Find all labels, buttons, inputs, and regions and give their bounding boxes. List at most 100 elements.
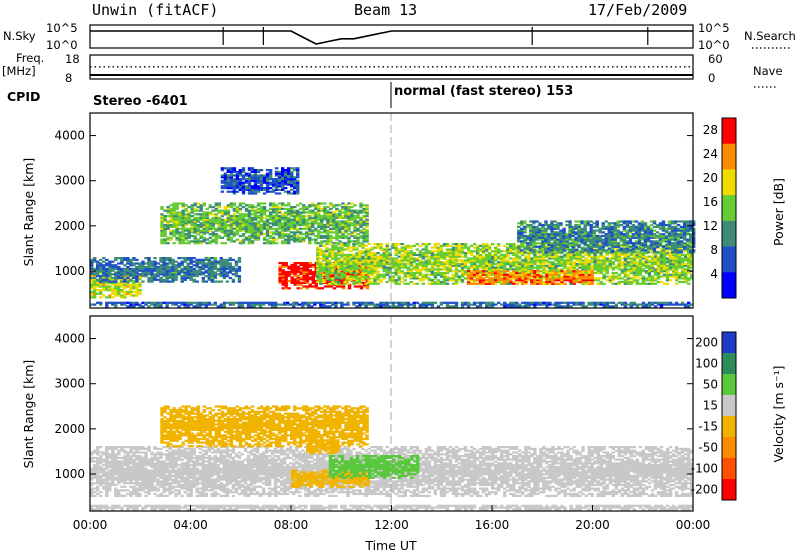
cell <box>250 209 255 212</box>
cell <box>442 280 447 284</box>
cell <box>617 262 621 266</box>
cell <box>635 275 640 278</box>
cell <box>290 263 294 266</box>
cell <box>382 301 386 304</box>
cell <box>409 252 413 255</box>
cell <box>491 303 495 306</box>
cell <box>204 305 208 308</box>
cell <box>316 259 320 262</box>
cell <box>478 261 483 264</box>
cell <box>659 264 664 267</box>
cell <box>156 262 160 265</box>
cell <box>90 303 94 306</box>
cell <box>296 216 300 219</box>
cell <box>228 276 233 280</box>
cell <box>207 278 211 281</box>
cell <box>632 271 637 275</box>
cell <box>454 255 459 258</box>
cell <box>323 285 328 288</box>
cell <box>337 257 341 260</box>
cell <box>433 262 438 266</box>
cell <box>539 266 543 269</box>
cell <box>256 224 261 227</box>
cell <box>494 246 498 249</box>
cell <box>147 267 151 270</box>
cell <box>314 234 318 238</box>
cell <box>311 204 315 207</box>
cell <box>290 222 294 225</box>
cell <box>213 275 217 278</box>
cell <box>433 271 438 275</box>
cell <box>584 264 588 267</box>
cell <box>208 220 212 223</box>
cell <box>253 233 258 236</box>
cell <box>181 238 185 241</box>
cell <box>293 283 297 286</box>
cell <box>190 227 194 230</box>
cell <box>225 301 230 304</box>
cell <box>229 240 234 243</box>
cell <box>160 222 164 225</box>
cell <box>596 277 600 280</box>
cell <box>362 240 366 243</box>
cell <box>599 250 603 253</box>
cell <box>323 234 327 238</box>
cell <box>647 305 652 308</box>
cell <box>488 248 492 251</box>
cell <box>316 266 320 269</box>
cell <box>472 255 477 258</box>
cell <box>238 172 243 175</box>
cell <box>290 220 294 223</box>
cell <box>650 270 655 273</box>
cell <box>506 246 510 249</box>
cell <box>253 225 258 228</box>
cell <box>409 255 413 258</box>
cell <box>424 268 429 271</box>
cell <box>430 262 435 266</box>
cell <box>412 301 416 304</box>
cell <box>361 259 365 262</box>
cell <box>199 229 203 232</box>
cell <box>560 255 564 258</box>
cell <box>172 229 176 232</box>
cell <box>335 236 339 239</box>
cell <box>662 270 667 273</box>
cell <box>299 262 303 265</box>
cell <box>204 266 208 269</box>
cell <box>325 261 329 264</box>
cell <box>186 267 190 270</box>
cell <box>454 252 459 255</box>
cell <box>323 227 327 230</box>
cell <box>214 227 218 230</box>
cell <box>439 301 444 304</box>
cell <box>150 264 154 267</box>
cell <box>605 275 609 278</box>
cell <box>430 268 435 271</box>
cell <box>491 261 495 264</box>
cell <box>277 215 282 218</box>
cell <box>226 216 231 219</box>
cell <box>457 248 462 251</box>
cell <box>344 220 348 223</box>
cell <box>256 209 261 212</box>
cell <box>120 258 124 261</box>
cell <box>114 285 118 288</box>
cell <box>220 181 225 184</box>
cell <box>284 179 288 182</box>
cell <box>281 281 285 284</box>
cell <box>308 225 312 228</box>
cell <box>90 296 94 299</box>
cell <box>226 176 231 179</box>
cell <box>216 267 220 270</box>
cell <box>123 285 127 288</box>
cell <box>569 259 573 262</box>
cell <box>385 246 389 249</box>
cell <box>370 259 374 262</box>
cell <box>548 301 552 304</box>
cell <box>587 264 591 267</box>
cell <box>554 270 558 273</box>
cell <box>126 278 130 281</box>
cell <box>617 282 621 285</box>
cell <box>228 266 233 269</box>
cell <box>439 246 444 249</box>
